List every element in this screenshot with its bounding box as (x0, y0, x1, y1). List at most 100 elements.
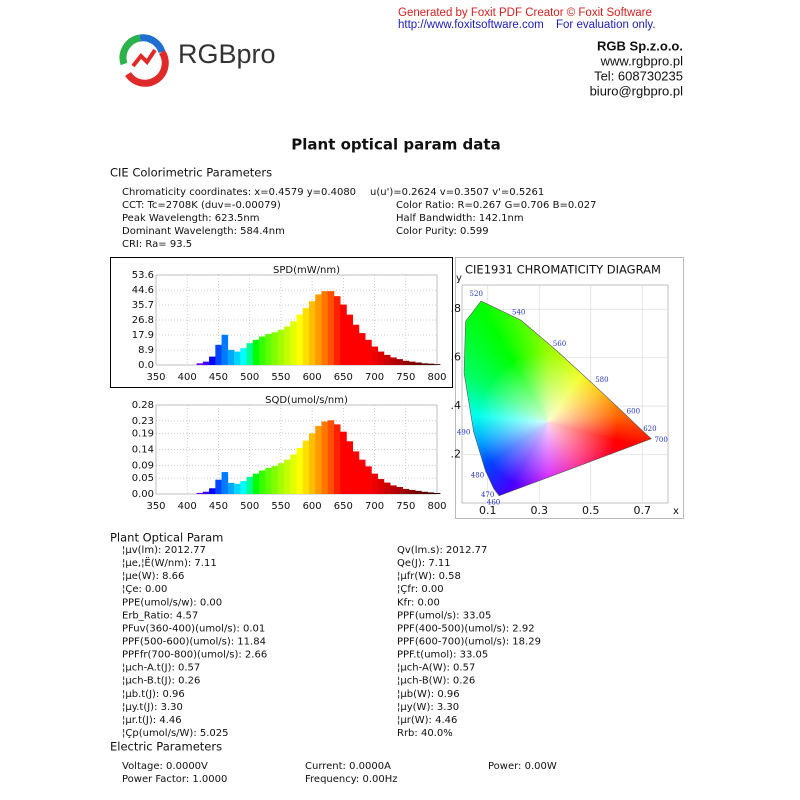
param-text: Chromaticity coordinates: x=0.4579 y=0.4… (122, 187, 356, 198)
spectrum-bar (421, 491, 428, 494)
x-tick-label: 600 (303, 372, 322, 383)
spectrum-bar (227, 349, 235, 365)
spectrum-bar (402, 360, 410, 365)
spectrum-bar (402, 488, 410, 494)
spectrum-bar (371, 473, 378, 494)
param-text: ¦µr(W): 4.46 (397, 715, 457, 726)
axis-label: y (456, 273, 462, 284)
spectrum-bar (340, 431, 347, 494)
param-text: u(u')=0.2624 v=0.3507 v'=0.5261 (370, 187, 544, 198)
spd-frame (110, 257, 453, 388)
spectrum-bar (415, 490, 422, 494)
spectrum-bar (415, 362, 422, 365)
spectrum-bar (252, 339, 260, 365)
x-tick-label: 400 (178, 372, 197, 383)
param-text: Qv(lm.s): 2012.77 (397, 545, 487, 556)
y-tick-label: 44.6 (132, 285, 154, 296)
logo-text: RGBpro (178, 39, 276, 69)
y-tick-label: 26.8 (132, 315, 154, 326)
param-text: Half Bandwidth: 142.1nm (396, 213, 524, 224)
param-text: ¦Çp(umol/s/W): 5.025 (122, 728, 229, 739)
spectrum-bar (327, 291, 335, 365)
param-text: ¦µb(W): 0.96 (397, 689, 460, 700)
param-text: ¦µch-B(W): 0.26 (397, 676, 475, 687)
section-heading: Electric Parameters (110, 740, 222, 754)
spectrum-bar (433, 364, 441, 365)
locus-label: 560 (553, 340, 566, 348)
spectrum-bar (234, 351, 241, 365)
y-tick-label: 0.09 (132, 460, 154, 471)
spectrum-bar (358, 459, 366, 494)
param-text: ¦µe(W): 8.66 (122, 571, 184, 582)
spectrum-bar (346, 314, 353, 365)
spectrum-bar (408, 361, 416, 365)
spectrum-bar (365, 339, 372, 365)
spectrum-bar (333, 296, 341, 365)
spectrum-bar (327, 420, 335, 494)
watermark: Generated by Foxit PDF Creator © Foxit S… (398, 7, 652, 19)
y-tick-label: 0.28 (132, 400, 154, 411)
x-tick-label: 600 (303, 501, 322, 512)
locus-label: 490 (457, 429, 470, 437)
x-tick-label: 450 (209, 372, 228, 383)
spectrum-bar (352, 324, 360, 365)
spectrum-bar (321, 421, 329, 494)
spectrum-bar (290, 454, 297, 494)
param-text: PPE(umol/s/w): 0.00 (122, 597, 222, 608)
locus-label: 520 (470, 290, 483, 298)
y-tick-label: 0.05 (132, 473, 154, 484)
x-tick-label: 800 (427, 501, 446, 512)
y-tick-label: 0.19 (132, 429, 154, 440)
spectrum-bar (221, 472, 229, 494)
company-tel: Tel: 608730235 (594, 68, 683, 83)
plot-area (461, 284, 669, 504)
spectrum-bar (296, 447, 304, 494)
param-text: ¦Çfr: 0.00 (397, 584, 444, 595)
spectrum-bar (252, 473, 260, 494)
spectrum-bar (234, 483, 241, 494)
x-tick-label: 400 (178, 501, 197, 512)
y-tick-label: .4 (451, 399, 462, 412)
param-text: Color Ratio: R=0.267 G=0.706 B=0.027 (396, 200, 596, 211)
spectrum-bar (221, 334, 229, 365)
param-text: CRI: Ra= 93.5 (122, 239, 192, 250)
param-text: ¦µy(W): 3.30 (397, 702, 459, 713)
spectrum-bar (346, 441, 353, 494)
section-heading: CIE Colorimetric Parameters (110, 166, 272, 180)
y-tick-label: .6 (451, 351, 462, 364)
param-text: PPF.t(umol): 33.05 (397, 650, 488, 661)
locus-label: 700 (654, 436, 667, 444)
spectrum-bar (433, 493, 441, 494)
company-email: biuro@rgbpro.pl (590, 83, 684, 98)
spectrum-bar (246, 343, 254, 365)
param-text: Current: 0.0000A (305, 761, 391, 772)
param-text: ¦µb.t(J): 0.96 (122, 689, 185, 700)
x-tick-label: 450 (209, 501, 228, 512)
x-tick-label: 500 (240, 501, 259, 512)
param-text: Rrb: 40.0% (397, 728, 453, 739)
param-text: Color Purity: 0.599 (396, 226, 489, 237)
locus-label: 480 (471, 472, 484, 480)
y-tick-label: 0.00 (132, 489, 154, 500)
y-tick-label: 53.6 (132, 270, 154, 281)
spectrum-bar (340, 304, 347, 365)
axis-label: x (673, 506, 679, 517)
spectrum-bar (396, 487, 403, 494)
x-tick-label: 750 (396, 372, 415, 383)
y-tick-label: 0.14 (132, 445, 154, 456)
param-text: ¦µv(lm): 2012.77 (122, 545, 206, 556)
spectrum-bar (259, 336, 266, 365)
param-text: PPF(400-500)(umol/s): 2.92 (397, 623, 535, 634)
y-tick-label: .8 (451, 302, 462, 315)
y-tick-label: 0.23 (132, 416, 154, 427)
spectrum-bar (377, 479, 385, 494)
spectrum-bar (277, 463, 285, 494)
param-text: Qe(J): 7.11 (397, 558, 451, 569)
x-tick-label: 550 (271, 372, 290, 383)
param-text: PPFfr(700-800)(umol/s): 2.66 (122, 650, 267, 661)
spectrum-bar (315, 425, 322, 494)
spectrum-bar (215, 344, 222, 365)
x-tick-label: 550 (271, 501, 290, 512)
spectrum-bar (284, 459, 291, 494)
